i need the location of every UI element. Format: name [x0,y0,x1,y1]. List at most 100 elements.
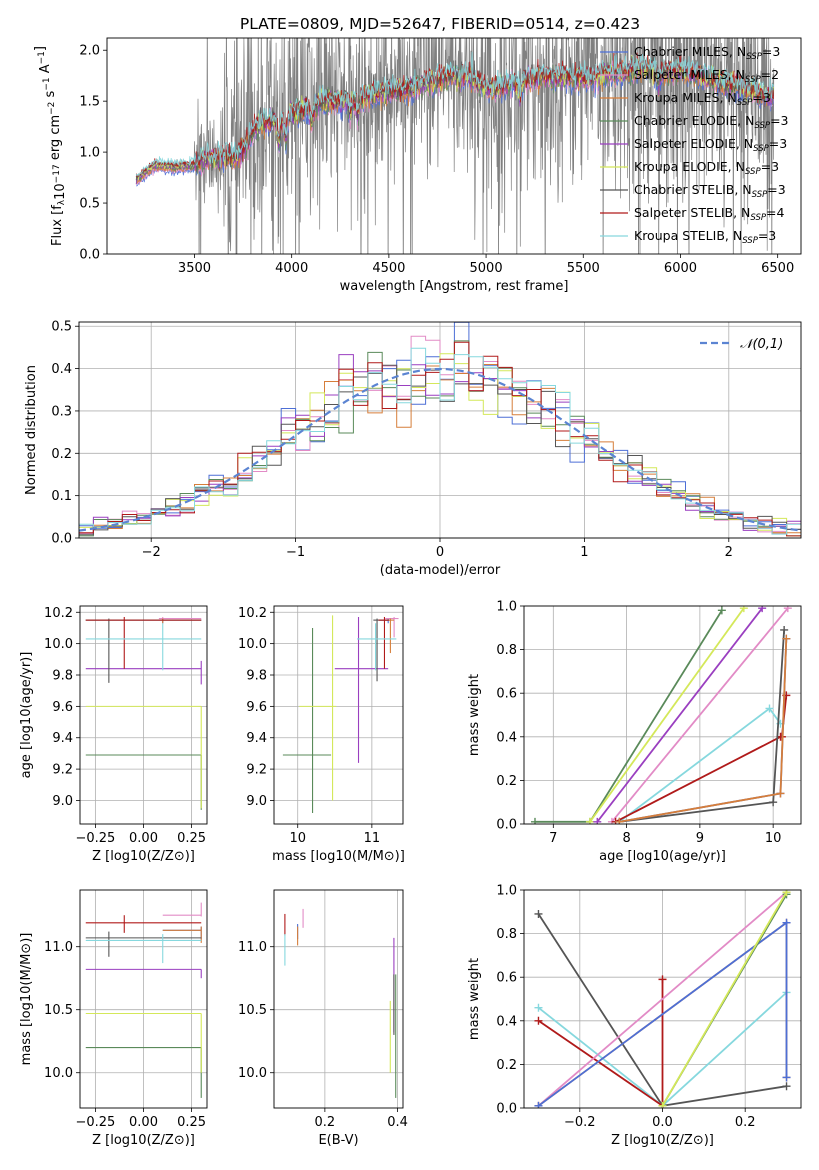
plot-area [85,902,202,1098]
errorbar-salp_elodie [85,660,202,685]
errorbar-krou_elodie [85,705,202,809]
x-tick-label: 10 [289,831,306,846]
y-tick-label: 0.5 [79,197,100,212]
x-axis-label: (data-model)/error [380,563,501,578]
x-tick-label: 3500 [178,261,211,276]
series-point [534,1101,543,1108]
y-tick-label: 9.0 [246,794,267,809]
y-axis-label: age [log10(age/yr)] [19,652,34,779]
errorbar-krou_elodie [299,615,337,801]
x-tick-label: 8 [622,831,630,846]
legend-label: Chabrier ELODIE, NSSP=3 [634,113,789,131]
y-tick-label: 9.2 [246,763,267,778]
axes-frame [78,321,802,539]
series-point [758,606,767,613]
x-tick-label: 0.00 [129,831,158,846]
series-point [530,817,539,824]
series-salp_elodie [593,606,767,824]
ticks: −2 −1 0 1 2 0.0 0.1 0.2 0.3 0.4 0.5 [51,320,733,560]
x-tick-label: −2 [142,545,161,560]
series-line [619,629,785,823]
x-axis-label: wavelength [Angstrom, rest frame] [340,279,569,294]
series-point [782,890,791,897]
y-tick-label: 1.5 [79,95,100,110]
series-point [739,606,748,613]
x-axis-label: Z [log10(Z/Z⊙)] [92,849,195,864]
plot-area [85,616,202,810]
x-tick-label: 0.25 [177,831,206,846]
legend-normal: 𝒩(0,1) [700,337,783,352]
series-chab_elodie [530,606,726,824]
plot-area [79,322,801,537]
y-tick-label: 0.0 [51,532,72,547]
x-tick-label: 2 [725,545,733,560]
y-tick-label: 10.0 [44,637,73,652]
y-tick-label: 0.2 [51,447,72,462]
errorbar-krou_elodie [85,1012,202,1073]
x-tick-label: 0.2 [315,1115,336,1130]
y-tick-label: 9.8 [246,669,267,684]
legend-item-krou_stelib: Kroupa STELIB, NSSP=3 [600,228,776,246]
normal-curve [79,367,801,532]
series-point [534,1003,543,1012]
y-tick-label: 10.0 [238,1066,267,1081]
x-tick-label: 4000 [275,261,308,276]
axes-frame [273,605,404,825]
ticks: 3500 4000 4500 5000 5500 6000 6500 0.0 0.5 1.0 1.5… [79,44,794,276]
x-tick-label: 0.25 [177,1115,206,1130]
axes-frame [273,889,404,1109]
x-axis-label: Z [log10(Z/Z⊙)] [611,1133,714,1148]
y-axis-label: mass [log10(M/M⊙)] [19,933,34,1066]
series-point [782,634,791,643]
series-point [615,817,624,824]
y-tick-label: 0.6 [496,971,517,986]
x-tick-label: 5000 [470,261,503,276]
errorbar-chab_miles [162,926,202,940]
errorbar-krou_stelib [357,623,397,671]
errorbar-chab_elodie [282,627,332,814]
panel-age_vs_Z: −0.25 0.00 0.25 9.0 9.2 9.4 9.6 9.8 10.0 10.2 Z [l… [19,605,208,864]
ticks: 7 8 9 10 0.0 0.2 0.4 0.6 0.8 1.0 [496,600,781,847]
series-line [537,979,664,1108]
axes-frame [106,37,802,255]
legend-item-salp_miles: Salpeter MILES, NSSP=2 [600,67,779,85]
axes-frame [523,605,802,825]
legend-label: Salpeter MILES, NSSP=2 [634,67,779,85]
legend-label: Chabrier STELIB, NSSP=3 [634,182,786,200]
errorbar-chab_miles [379,618,392,624]
series-line [535,609,723,823]
x-tick-label: 0.4 [387,1115,408,1130]
y-tick-label: 1.0 [496,600,517,615]
y-tick-label: 1.0 [496,884,517,899]
y-tick-label: 0.1 [51,489,72,504]
y-tick-label: 9.2 [52,763,73,778]
y-axis-label: mass weight [467,958,482,1040]
axes-frame [79,889,208,1109]
series-point [765,704,774,713]
legend-models: Chabrier MILES, NSSP=3 Salpeter MILES, NS… [600,44,789,246]
x-tick-label: 11 [364,831,381,846]
series-point [783,606,792,613]
panel-weight_vs_age: 7 8 9 10 0.0 0.2 0.4 0.6 0.8 1.0 age [log10(age/yr… [467,600,802,864]
y-tick-label: 0.4 [496,730,517,745]
y-tick-label: 0.5 [51,320,72,335]
series-salp_stelib [534,975,667,1108]
legend-label: Kroupa ELODIE, NSSP=3 [634,159,779,177]
x-tick-label: −1 [286,545,305,560]
ticks: 0.2 0.4 10.0 10.5 11.0 [238,940,408,1130]
errorbar-chab_stelib [85,931,202,957]
panel-age_vs_mass: 10 11 9.0 9.2 9.4 9.6 9.8 10.0 10.2 mass [log10(M… [238,605,405,864]
y-tick-label: 1.0 [79,146,100,161]
series-point [717,606,726,615]
errorbar-salp_elodie [334,616,389,763]
legend-label: 𝒩(0,1) [740,337,783,352]
series-line [611,607,789,823]
x-tick-label: 0.2 [735,1115,756,1130]
y-tick-label: 10.2 [238,606,267,621]
errorbar-salp_elodie [85,968,202,979]
x-tick-label: −0.2 [564,1115,596,1130]
series-line [661,891,788,1107]
series-point [593,817,602,824]
panel-mass_vs_Z: −0.25 0.00 0.25 10.0 10.5 11.0 Z [log10(Z/Z⊙)]… [19,889,208,1148]
errorbar-salp_stelib [85,616,202,669]
